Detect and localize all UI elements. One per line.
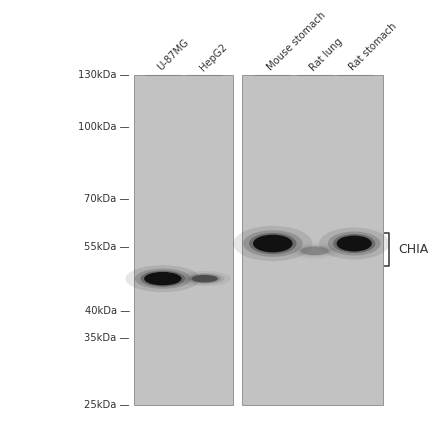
Ellipse shape	[297, 246, 332, 256]
Ellipse shape	[293, 244, 336, 257]
Ellipse shape	[249, 233, 297, 254]
Text: 130kDa —: 130kDa —	[78, 70, 130, 80]
Ellipse shape	[191, 275, 218, 282]
Text: U-87MG: U-87MG	[156, 37, 191, 73]
Ellipse shape	[328, 232, 381, 255]
Ellipse shape	[125, 265, 200, 292]
Ellipse shape	[337, 235, 372, 251]
Bar	[134, 75, 233, 405]
Ellipse shape	[178, 271, 231, 286]
Text: 40kDa —: 40kDa —	[84, 306, 130, 316]
Text: 55kDa —: 55kDa —	[84, 242, 130, 252]
Ellipse shape	[286, 243, 343, 259]
Ellipse shape	[185, 273, 224, 284]
Ellipse shape	[243, 230, 303, 257]
Ellipse shape	[233, 226, 312, 261]
Ellipse shape	[319, 228, 389, 260]
Ellipse shape	[144, 272, 181, 285]
Ellipse shape	[140, 271, 185, 287]
Text: 70kDa —: 70kDa —	[84, 194, 130, 204]
Text: 100kDa —: 100kDa —	[78, 122, 130, 132]
Text: 25kDa —: 25kDa —	[84, 400, 130, 410]
Text: HepG2: HepG2	[198, 41, 229, 73]
Ellipse shape	[135, 269, 191, 289]
Ellipse shape	[253, 235, 293, 252]
Ellipse shape	[300, 247, 329, 255]
Text: 35kDa —: 35kDa —	[84, 333, 130, 343]
Ellipse shape	[189, 274, 220, 283]
Text: Rat stomach: Rat stomach	[347, 21, 398, 73]
Text: Rat lung: Rat lung	[308, 36, 344, 73]
Bar	[242, 75, 383, 405]
Text: CHIA: CHIA	[398, 243, 429, 256]
Ellipse shape	[333, 234, 375, 253]
Text: Mouse stomach: Mouse stomach	[266, 10, 328, 73]
